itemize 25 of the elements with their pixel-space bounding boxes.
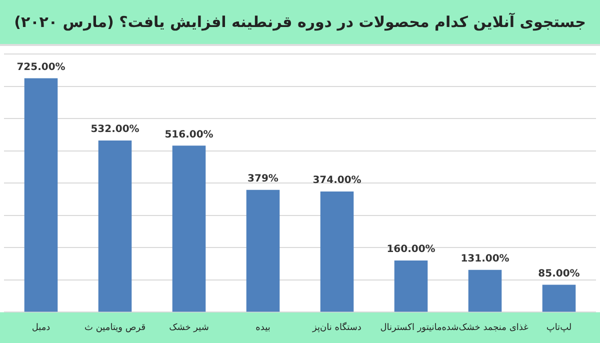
bar	[246, 190, 280, 312]
data-label: 379%	[248, 173, 278, 184]
data-label: 374.00%	[312, 175, 362, 186]
x-tick-label: لپ‌تاپ	[546, 322, 572, 333]
x-tick-label: قرص ویتامین ث	[84, 322, 146, 333]
data-label: 85.00%	[538, 268, 580, 280]
data-label: 532.00%	[90, 124, 140, 136]
bar	[468, 270, 502, 312]
x-tick-label: شیر خشک	[169, 322, 209, 333]
data-label: 131.00%	[460, 254, 510, 265]
x-tick-label: مانیتور اکسترنال	[380, 322, 442, 333]
data-label: 516.00%	[164, 129, 214, 140]
x-tick-label: غذای منجمد خشک‌شده	[442, 322, 529, 333]
data-label: 160.00%	[386, 244, 436, 256]
bar	[542, 284, 576, 312]
x-tick-label: دمبل	[32, 322, 50, 333]
x-tick-label: دستگاه نان‌پز	[312, 320, 362, 333]
bar	[172, 146, 206, 312]
bar	[394, 260, 428, 312]
bar	[24, 78, 58, 312]
bar	[320, 191, 354, 312]
data-label: 725.00%	[16, 62, 66, 73]
x-tick-label: بیده	[256, 322, 270, 333]
chart-title: جستجوی آنلاین کدام محصولات در دوره قرنطینه افزایش یافت؟ (مارس ۲۰۲۰)	[0, 0, 600, 46]
bar	[98, 140, 132, 312]
